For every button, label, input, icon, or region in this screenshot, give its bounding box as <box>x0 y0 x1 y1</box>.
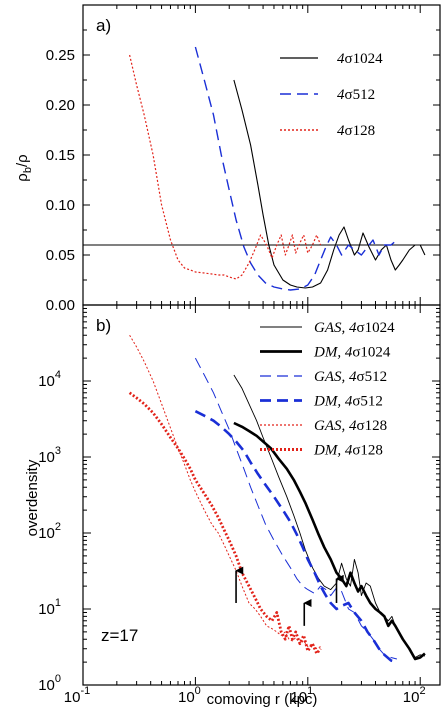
panel-a-ytick-label: 0.20 <box>46 97 75 114</box>
panel-a-label: a) <box>96 16 111 35</box>
panel-b-legend-label: GAS, 4σ512 <box>314 369 387 385</box>
panel-a-ytick-label: 0.05 <box>46 247 75 264</box>
panel-b-series-line-4 <box>129 334 321 650</box>
x-tick-label: 102 <box>403 685 426 706</box>
panel-b-ytick-label: 101 <box>38 597 61 618</box>
panel-b-legend-label: GAS, 4σ128 <box>314 418 387 434</box>
panel-b-annotation: z=17 <box>101 626 138 645</box>
panel-a-ytick-label: 0.25 <box>46 47 75 64</box>
panel-a-legend-label: 4σ1024 <box>337 51 383 67</box>
panel-b-legend-label: GAS, 4σ1024 <box>314 320 395 336</box>
panel-a-series-line-1 <box>194 46 398 291</box>
panel-b-series-line-1 <box>233 421 426 661</box>
x-tick-label: 10-1 <box>64 685 90 706</box>
panel-b-ytick-label: 104 <box>38 369 61 390</box>
panel-a: 0.000.050.100.150.200.25 a) ρb/ρ 4σ10244… <box>14 4 441 314</box>
x-axis-label: comoving r (kpc) <box>207 691 318 708</box>
panel-b-legend: GAS, 4σ1024 DM, 4σ1024 GAS, 4σ512 DM, 4σ512… <box>260 320 395 459</box>
panel-b-ylabel: overdensity <box>24 459 41 536</box>
panel-b-legend-label: DM, 4σ1024 <box>313 345 391 361</box>
panel-a-legend-label: 4σ512 <box>337 87 375 103</box>
panel-a-ytick-label: 0.00 <box>46 297 75 314</box>
panel-b-ytick-label: 103 <box>38 445 61 466</box>
panel-b-arrows <box>235 566 344 626</box>
x-tick-label: 100 <box>178 685 201 706</box>
panel-b-ytick-label: 100 <box>38 673 61 694</box>
x-tick-label: 101 <box>290 685 313 706</box>
panel-b-series <box>128 334 426 664</box>
panel-b-series-line-2 <box>194 357 398 660</box>
panel-a-ticks: 0.00 0.05 0.10 0.15 0.20 0.25 <box>46 5 440 314</box>
panel-b-label: b) <box>96 316 111 335</box>
panel-b-legend-label: DM, 4σ512 <box>313 394 383 410</box>
panel-b-series-line-0 <box>233 374 426 658</box>
panel-a-legend-label: 4σ128 <box>337 123 375 139</box>
panel-a-ylabel: ρb/ρ <box>14 154 34 181</box>
panel-a-ytick-label: 0.10 <box>46 197 75 214</box>
panel-a-ytick-label: 0.15 <box>46 147 75 164</box>
panel-a-frame <box>82 4 441 306</box>
panel-a-series-line-0 <box>233 79 426 289</box>
panel-b-ytick-label: 102 <box>38 521 61 542</box>
panel-b-frame <box>82 304 441 686</box>
panel-b-series-line-3 <box>194 410 398 664</box>
panel-a-series-line-2 <box>129 54 322 280</box>
panel-a-legend: 4σ1024 4σ512 4σ128 <box>280 51 383 139</box>
panel-b-legend-label: DM, 4σ128 <box>313 443 383 459</box>
panel-a-series <box>83 46 440 291</box>
